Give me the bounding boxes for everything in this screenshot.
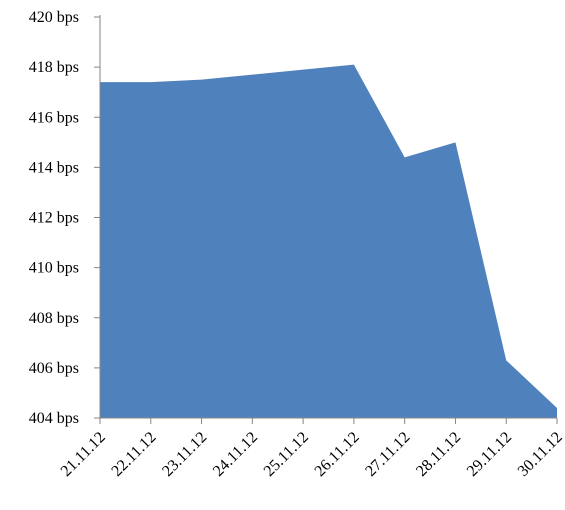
y-tick-label: 412 bps bbox=[29, 210, 79, 227]
area-layer bbox=[100, 64, 557, 419]
x-tick-label: 23.11.12 bbox=[159, 429, 210, 480]
y-tick-label: 408 bps bbox=[29, 310, 79, 327]
series-area bbox=[100, 64, 557, 419]
x-axis-ticks: 21.11.12 22.11.12 23.11.12 24.11.12 25.11.12… bbox=[58, 418, 565, 480]
y-tick-label: 418 bps bbox=[29, 59, 79, 76]
x-tick-label: 22.11.12 bbox=[108, 429, 159, 480]
x-tick-label: 24.11.12 bbox=[210, 429, 261, 480]
y-tick-label: 420 bps bbox=[29, 9, 79, 26]
x-tick-label: 29.11.12 bbox=[464, 429, 515, 480]
x-tick-label: 30.11.12 bbox=[515, 429, 565, 480]
y-tick-label: 414 bps bbox=[29, 159, 79, 176]
x-tick-label: 21.11.12 bbox=[58, 429, 109, 480]
x-tick-label: 27.11.12 bbox=[362, 429, 413, 480]
axis-layer bbox=[99, 15, 557, 419]
y-tick-label: 404 bps bbox=[29, 410, 79, 427]
x-tick-label: 28.11.12 bbox=[413, 429, 464, 480]
y-tick-label: 406 bps bbox=[29, 360, 79, 377]
y-tick-label: 416 bps bbox=[29, 109, 79, 126]
x-tick-label: 25.11.12 bbox=[261, 429, 312, 480]
y-axis-ticks: 404 bps 406 bps 408 bps 410 bps 412 bps 414 b… bbox=[29, 9, 100, 427]
y-tick-label: 410 bps bbox=[29, 260, 79, 277]
x-tick-label: 26.11.12 bbox=[312, 429, 363, 480]
